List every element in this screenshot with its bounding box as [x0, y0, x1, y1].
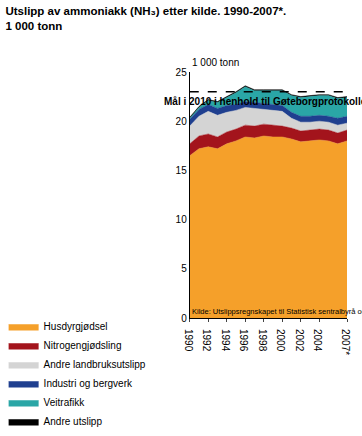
- svg-text:Husdyrgjødsel: Husdyrgjødsel: [44, 321, 108, 332]
- svg-text:1994: 1994: [220, 329, 231, 352]
- svg-text:1992: 1992: [201, 329, 212, 352]
- svg-text:10: 10: [176, 214, 188, 225]
- svg-text:2000: 2000: [275, 329, 286, 352]
- svg-text:Nitrogengjødsling: Nitrogengjødsling: [44, 340, 122, 351]
- svg-text:Andre utslipp: Andre utslipp: [44, 416, 103, 427]
- svg-text:1990: 1990: [183, 329, 194, 352]
- svg-text:5: 5: [181, 263, 187, 274]
- svg-text:20: 20: [176, 116, 188, 127]
- svg-text:Industri og bergverk: Industri og bergverk: [44, 378, 133, 389]
- svg-text:Mål i 2010 i henhold til Gøteb: Mål i 2010 i henhold til Gøteborgprotoko…: [164, 96, 362, 107]
- svg-text:2007*: 2007*: [340, 329, 351, 355]
- svg-text:15: 15: [176, 165, 188, 176]
- svg-text:0: 0: [181, 313, 187, 324]
- svg-text:Veitrafikk: Veitrafikk: [44, 397, 86, 408]
- svg-text:25: 25: [176, 67, 188, 78]
- svg-text:1996: 1996: [238, 329, 249, 352]
- svg-text:2004: 2004: [312, 329, 323, 352]
- svg-text:Kilde: Utslippsregnskapet til: Kilde: Utslippsregnskapet til Statistisk…: [192, 307, 362, 316]
- svg-text:1998: 1998: [257, 329, 268, 352]
- svg-text:2002: 2002: [294, 329, 305, 352]
- svg-text:Andre landbruksutslipp: Andre landbruksutslipp: [44, 359, 146, 370]
- svg-text:1 000 tonn: 1 000 tonn: [192, 57, 239, 68]
- svg-text:Utslipp av ammoniakk (NH₃) ett: Utslipp av ammoniakk (NH₃) etter kilde. …: [5, 5, 286, 32]
